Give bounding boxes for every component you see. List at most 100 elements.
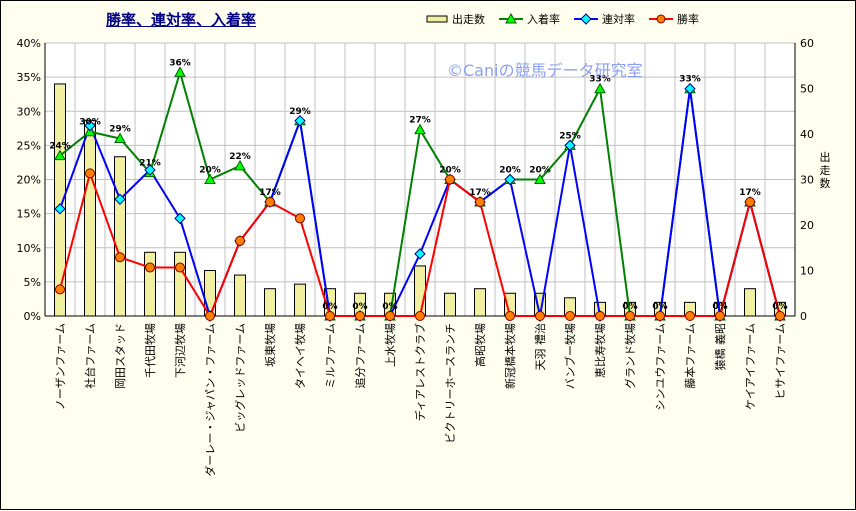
x-tick-label: 上水牧場 (383, 323, 397, 367)
data-label: 27% (409, 116, 431, 126)
x-tick-label: ビクトリーホースランチ (444, 323, 457, 443)
marker-circle (476, 198, 485, 207)
data-label: 36% (169, 58, 191, 68)
y-right-tick-label: 20 (800, 219, 814, 232)
marker-circle (686, 312, 695, 321)
y-left-tick-label: 5% (24, 276, 41, 289)
data-label: 0% (772, 302, 787, 312)
x-tick-label: ケイアイファーム (744, 323, 757, 410)
legend-label-quinella: 連対率 (602, 11, 635, 27)
data-label: 24% (49, 142, 71, 152)
data-label: 20% (529, 166, 551, 176)
x-tick-label: 追分ファーム (353, 323, 367, 389)
data-label: 22% (229, 152, 251, 162)
x-tick-label: 社台ファーム (83, 323, 97, 389)
y-right-tick-label: 0 (800, 310, 807, 323)
bar-runs (265, 289, 276, 316)
data-label: 20% (499, 166, 521, 176)
x-tick-label: 岡田スタッド (114, 323, 127, 389)
data-label: 25% (559, 131, 581, 141)
marker-circle (116, 253, 125, 262)
data-label: 21% (139, 159, 161, 169)
x-tick-label: ビッグレッドファーム (233, 323, 247, 433)
marker-circle (506, 312, 515, 321)
legend-label-place: 入着率 (527, 11, 560, 27)
bar-runs (445, 293, 456, 316)
marker-circle (656, 312, 665, 321)
data-label: 0% (622, 302, 637, 312)
legend-diamond-swatch (574, 13, 598, 25)
y-right-tick-label: 10 (800, 265, 814, 278)
y-right-tick-label: 60 (800, 37, 814, 50)
data-label: 33% (679, 75, 701, 85)
marker-circle (446, 175, 455, 184)
x-tick-label: ミルファーム (324, 323, 337, 389)
data-label: 17% (259, 188, 281, 198)
y-right-tick-label: 50 (800, 83, 814, 96)
y-left-tick-label: 35% (17, 71, 41, 84)
data-label: 0% (652, 302, 667, 312)
data-label: 20% (439, 166, 461, 176)
x-tick-label: 藤本ファーム (683, 323, 697, 389)
y-left-tick-label: 20% (17, 174, 41, 187)
legend-triangle-swatch (499, 13, 523, 25)
x-tick-label: 天羽 禮治 (533, 323, 547, 371)
legend-bar-swatch (426, 14, 448, 24)
data-label: 17% (469, 188, 491, 198)
y-left-tick-label: 30% (17, 105, 41, 118)
x-tick-label: 千代田牧場 (143, 323, 157, 378)
bar-runs (295, 284, 306, 316)
marker-circle (626, 312, 635, 321)
data-label: 29% (289, 107, 311, 117)
y-axis-right-label: 出走数 (817, 151, 833, 190)
marker-circle (596, 312, 605, 321)
marker-circle (566, 312, 575, 321)
bar-runs (145, 252, 156, 316)
marker-circle (326, 312, 335, 321)
y-left-tick-label: 10% (17, 242, 41, 255)
x-tick-label: ノーザンファーム (54, 323, 67, 410)
marker-circle (56, 285, 65, 294)
legend-item-quinella: 連対率 (574, 11, 635, 27)
bar-runs (175, 252, 186, 316)
marker-circle (716, 312, 725, 321)
x-tick-label: グランド牧場 (623, 323, 637, 389)
bar-runs (85, 120, 96, 316)
y-left-tick-label: 15% (17, 208, 41, 221)
y-left-tick-label: 25% (17, 139, 41, 152)
x-tick-label: 猿橋 義昭 (713, 323, 727, 371)
marker-circle (356, 312, 365, 321)
bar-runs (115, 157, 126, 316)
marker-circle (536, 312, 545, 321)
marker-circle (776, 312, 785, 321)
x-tick-label: 恵比寿牧場 (593, 323, 607, 378)
data-label: 20% (199, 166, 221, 176)
marker-circle (416, 312, 425, 321)
legend-item-runs: 出走数 (426, 11, 485, 27)
x-tick-label: 下河辺牧場 (173, 323, 187, 378)
marker-circle (176, 263, 185, 272)
bar-runs (235, 275, 246, 316)
x-tick-label: タイヘイ牧場 (293, 323, 307, 389)
data-label: 0% (322, 302, 337, 312)
marker-circle (386, 312, 395, 321)
y-left-tick-label: 40% (17, 37, 41, 50)
data-label: 0% (712, 302, 727, 312)
y-left-tick-label: 0% (24, 310, 41, 323)
marker-circle (146, 263, 155, 272)
bar-runs (745, 289, 756, 316)
watermark: ©Caniの競馬データ研究室 (447, 57, 643, 81)
marker-circle (86, 169, 95, 178)
data-label: 30% (79, 118, 101, 128)
y-right-tick-label: 40 (800, 128, 814, 141)
legend-item-win: 勝率 (649, 11, 699, 27)
y-right-tick-label: 30 (800, 174, 814, 187)
marker-circle (266, 198, 275, 207)
x-tick-label: バンブー牧場 (563, 323, 577, 389)
marker-circle (236, 236, 245, 245)
legend-circle-swatch (649, 13, 673, 25)
data-label: 0% (382, 302, 397, 312)
data-label: 29% (109, 125, 131, 135)
